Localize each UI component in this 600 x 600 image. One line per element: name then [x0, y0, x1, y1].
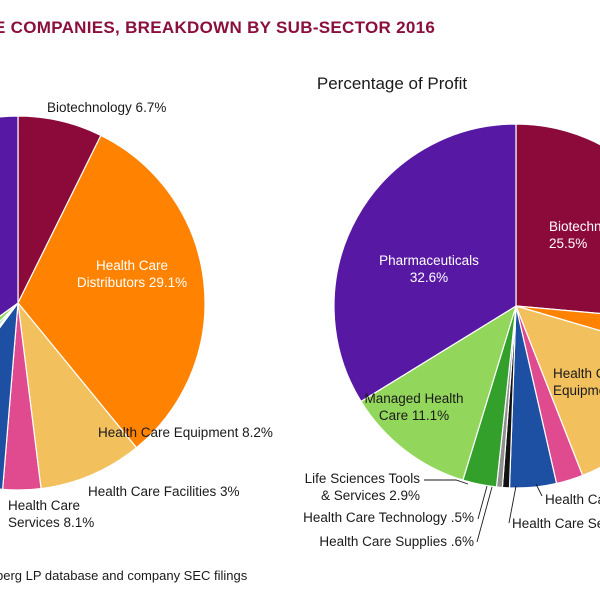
label-health-care-services-profit: Health Care Services	[512, 516, 600, 531]
label-health-care-facilities-profit: Health Care Facilities	[545, 492, 600, 507]
source-note: berg LP database and company SEC filings	[0, 568, 248, 583]
slice-pharmaceuticals	[0, 115, 19, 317]
slice-health-care-equipment	[514, 305, 600, 477]
pie-chart-left: Biotechnology 6.7% Health Care Distributor…	[0, 100, 273, 530]
label-health-care-equipment: Health Care Equipment 8.2%	[98, 425, 273, 440]
leader-life-sciences	[424, 479, 469, 485]
label-biotechnology-profit: Biotechnology25.5%	[549, 219, 600, 251]
label-health-care-technology-profit: Health Care Technology .5%	[303, 510, 474, 525]
label-managed-health-care-profit: Managed Health Care 11.1%	[364, 391, 463, 423]
slice-health-care-services	[0, 300, 19, 491]
label-life-sciences-tools-profit: Life Sciences Tools & Services 2.9%	[305, 471, 421, 503]
label-biotechnology: Biotechnology 6.7%	[47, 100, 166, 115]
slice-pharmaceuticals	[333, 123, 517, 403]
page-title: E COMPANIES, BREAKDOWN BY SUB-SECTOR 201…	[0, 18, 436, 37]
label-health-care-distributors: Health Care Distributors 29.1%	[77, 258, 187, 290]
label-health-care-services: Health Care Services 8.1%	[8, 498, 94, 530]
slice-managed-health-care	[360, 304, 518, 481]
slice-biotechnology	[515, 123, 600, 315]
leader-health-care-facilities	[535, 483, 543, 497]
pie-chart-right: Percentage of Profit Biotechnology25.5% He…	[303, 74, 600, 549]
slice-health-care-equipment	[17, 301, 138, 490]
label-health-care-supplies-profit: Health Care Supplies .6%	[319, 534, 474, 549]
label-pharmaceuticals-profit: Pharmaceuticals 32.6%	[379, 253, 479, 285]
label-health-care-facilities: Health Care Facilities 3%	[88, 484, 240, 499]
slice-health-care-distributors	[17, 134, 206, 449]
chart-title-percentage-of-profit: Percentage of Profit	[317, 74, 468, 93]
leader-health-care-technology	[477, 485, 488, 520]
leader-health-care-supplies	[476, 486, 493, 543]
leader-health-care-services	[508, 485, 517, 524]
